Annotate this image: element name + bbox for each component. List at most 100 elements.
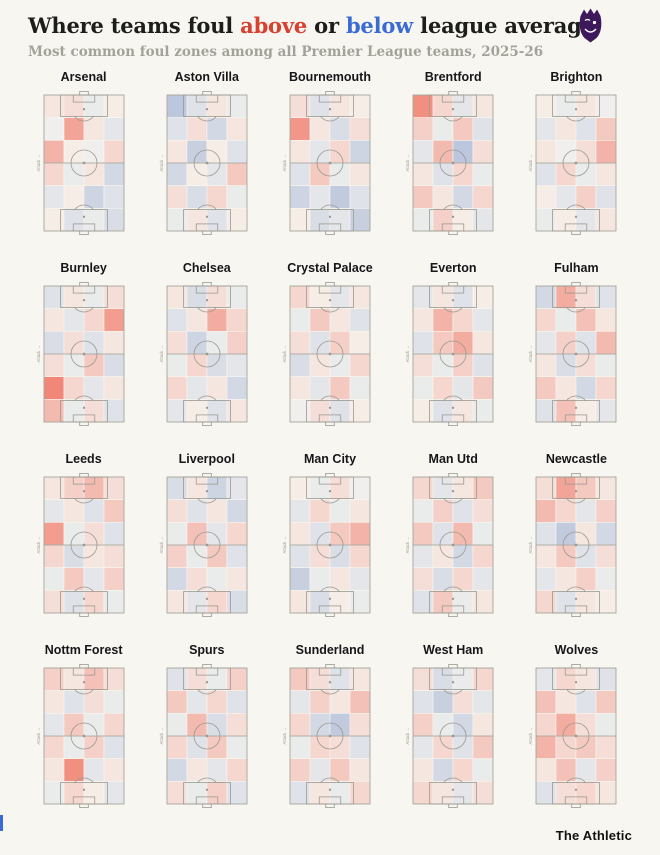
- heat-cell: [452, 667, 474, 692]
- heat-cell: [63, 544, 84, 569]
- heat-cell: [83, 735, 104, 760]
- attack-direction-label: Attack →: [528, 155, 533, 172]
- heat-cell: [349, 94, 371, 119]
- heat-cell: [349, 476, 371, 501]
- heat-cell: [432, 735, 454, 760]
- heat-cell: [472, 162, 494, 187]
- heat-cell: [596, 208, 617, 232]
- heat-cell: [556, 353, 577, 378]
- heat-cell: [556, 331, 577, 355]
- heat-cell: [329, 544, 351, 569]
- pitch-markings: [535, 282, 617, 427]
- heat-cell: [166, 499, 188, 523]
- heat-cell: [289, 499, 311, 523]
- heat-cell: [186, 590, 208, 614]
- heat-cell: [309, 331, 331, 355]
- heat-cell: [186, 140, 208, 164]
- heat-cell: [596, 353, 617, 378]
- heat-cell: [166, 117, 188, 141]
- heat-cell: [412, 353, 434, 378]
- heat-cell: [63, 476, 84, 501]
- heat-cell: [63, 331, 84, 355]
- team-name: West Ham: [423, 643, 484, 658]
- heat-cell: [329, 781, 351, 805]
- header: Where teams foul above or below league a…: [0, 0, 660, 60]
- heat-cell: [556, 285, 577, 310]
- heat-cell: [349, 590, 371, 614]
- heat-cell: [472, 735, 494, 760]
- heat-cell: [309, 667, 331, 692]
- heat-cell: [576, 522, 597, 546]
- heat-cell: [536, 208, 557, 232]
- heat-cell: [432, 208, 454, 232]
- heat-cell: [206, 94, 228, 119]
- team-name: Sunderland: [295, 643, 365, 658]
- team-pitch-heatmap: Attack →: [36, 473, 124, 618]
- pitch-markings: [43, 282, 124, 427]
- heat-cell: [349, 690, 371, 714]
- heat-cell: [536, 399, 557, 423]
- heat-cell: [472, 285, 494, 310]
- heat-cell: [472, 690, 494, 714]
- attack-direction-label: Attack →: [405, 346, 410, 363]
- heat-cell: [103, 499, 124, 523]
- heat-cell: [289, 544, 311, 569]
- heat-cell: [83, 522, 104, 546]
- heat-cell: [289, 399, 311, 423]
- heat-cell: [289, 285, 311, 310]
- team-pitch-heatmap: Attack →: [282, 664, 371, 809]
- team-card: Brighton Attack →: [515, 70, 638, 239]
- heat-cell: [186, 544, 208, 569]
- heat-cell: [206, 667, 228, 692]
- team-name: Crystal Palace: [287, 261, 373, 276]
- heat-cell: [472, 376, 494, 400]
- team-name: Newcastle: [545, 452, 607, 467]
- heat-cell: [596, 667, 617, 692]
- team-card: West Ham Attack →: [392, 643, 515, 812]
- heat-cell: [226, 376, 248, 400]
- heat-cell: [83, 544, 104, 569]
- heat-cell: [206, 476, 228, 501]
- heat-cell: [452, 590, 474, 614]
- heat-cell: [556, 713, 577, 737]
- heat-cell: [412, 544, 434, 569]
- heat-cell: [576, 713, 597, 737]
- heat-cell: [43, 713, 64, 737]
- heat-cell: [349, 781, 371, 805]
- heat-cell: [349, 713, 371, 737]
- heat-cell: [329, 735, 351, 760]
- heat-cell: [103, 353, 124, 378]
- heat-cell: [166, 353, 188, 378]
- heat-cell: [536, 162, 557, 187]
- heat-cell: [166, 590, 188, 614]
- heat-cell: [412, 140, 434, 164]
- heat-cell: [63, 94, 84, 119]
- heat-cell: [166, 331, 188, 355]
- heat-cell: [63, 667, 84, 692]
- heat-cell: [596, 713, 617, 737]
- heat-cell: [43, 285, 64, 310]
- attack-direction-label: Attack →: [159, 346, 164, 363]
- heat-cell: [166, 308, 188, 332]
- heat-cell: [596, 140, 617, 164]
- team-name: Aston Villa: [174, 70, 239, 85]
- heat-cell: [452, 735, 474, 760]
- heat-cell: [596, 781, 617, 805]
- heat-cell: [43, 522, 64, 546]
- heat-cell: [103, 331, 124, 355]
- pitch-markings: [43, 664, 124, 809]
- pitch-markings: [43, 91, 124, 236]
- heat-cell: [289, 353, 311, 378]
- heat-cell: [349, 499, 371, 523]
- pitch-markings: [412, 664, 494, 809]
- heat-cell: [536, 285, 557, 310]
- heat-cell: [412, 94, 434, 119]
- heat-cell: [412, 781, 434, 805]
- heat-cell: [289, 208, 311, 232]
- heat-cell: [412, 590, 434, 614]
- heat-cell: [452, 140, 474, 164]
- heat-cell: [349, 353, 371, 378]
- heat-cell: [412, 185, 434, 209]
- pitch-markings: [289, 282, 371, 427]
- heat-cell: [452, 208, 474, 232]
